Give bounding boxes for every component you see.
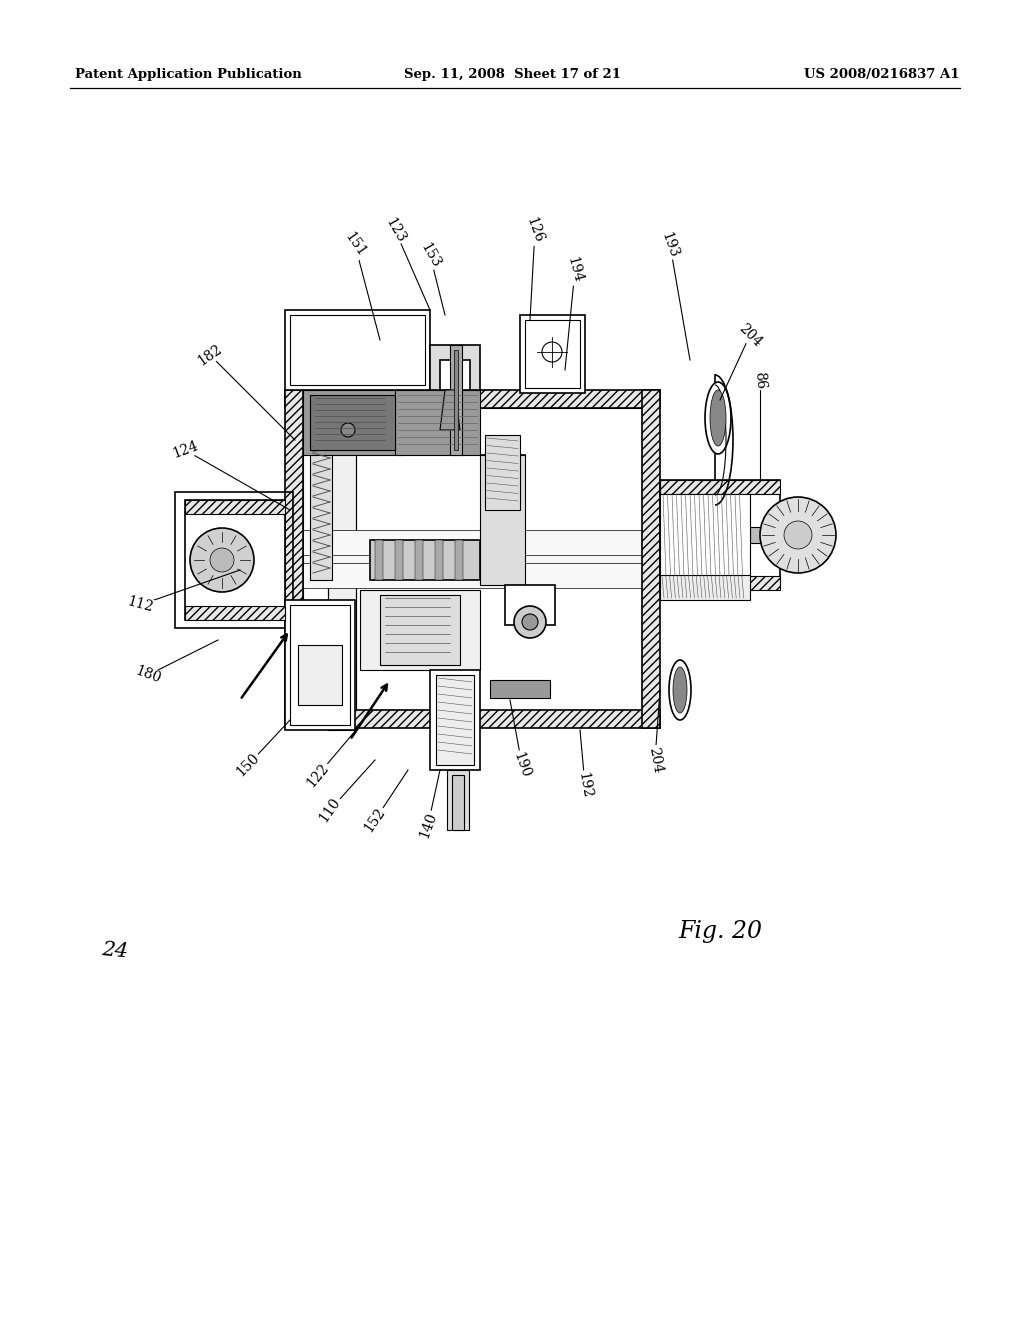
Text: 153: 153 (418, 240, 442, 269)
Text: 180: 180 (133, 664, 163, 686)
Circle shape (522, 614, 538, 630)
Text: 112: 112 (125, 595, 155, 615)
Bar (750, 527, 762, 543)
Bar (525, 319, 580, 388)
Text: 86: 86 (753, 371, 768, 389)
Circle shape (190, 528, 254, 591)
Text: 126: 126 (524, 215, 546, 244)
Bar (505, 585, 555, 624)
Text: 150: 150 (233, 751, 262, 779)
Bar (285, 389, 303, 729)
Bar (454, 350, 458, 450)
Text: 194: 194 (565, 255, 585, 285)
Circle shape (784, 521, 812, 549)
Ellipse shape (669, 660, 691, 719)
Bar (435, 540, 443, 579)
Bar (185, 500, 285, 513)
Bar (285, 710, 660, 729)
Circle shape (210, 548, 234, 572)
Text: 192: 192 (575, 771, 594, 799)
Text: 182: 182 (196, 342, 225, 368)
Bar (490, 680, 550, 698)
Bar (452, 775, 464, 830)
Circle shape (542, 342, 562, 362)
Bar (447, 770, 469, 830)
Text: 110: 110 (316, 795, 343, 825)
Polygon shape (430, 345, 480, 389)
Text: US 2008/0216837 A1: US 2008/0216837 A1 (805, 69, 961, 81)
Bar (380, 595, 460, 665)
Bar (303, 408, 642, 710)
Text: 122: 122 (304, 760, 332, 789)
Circle shape (341, 422, 355, 437)
Text: 140: 140 (417, 810, 439, 840)
Bar (303, 535, 643, 585)
Bar (395, 540, 403, 579)
Ellipse shape (710, 389, 726, 446)
Text: Sep. 11, 2008  Sheet 17 of 21: Sep. 11, 2008 Sheet 17 of 21 (403, 69, 621, 81)
Bar (415, 540, 423, 579)
Bar (660, 494, 750, 576)
Bar (430, 671, 480, 770)
Text: 123: 123 (382, 215, 408, 246)
Bar (360, 590, 480, 671)
Text: 204: 204 (646, 746, 665, 775)
Text: Patent Application Publication: Patent Application Publication (75, 69, 302, 81)
Bar (642, 389, 660, 729)
Bar (395, 389, 480, 455)
Text: 24: 24 (101, 940, 129, 961)
Bar (480, 455, 525, 585)
Bar (660, 480, 780, 494)
Bar (185, 500, 285, 620)
Bar (290, 605, 350, 725)
Text: 124: 124 (170, 438, 200, 461)
Bar (450, 345, 462, 455)
Bar (485, 436, 520, 510)
Bar (436, 675, 474, 766)
Bar (310, 395, 395, 450)
Text: 151: 151 (342, 230, 369, 260)
Bar (285, 389, 660, 408)
Bar (328, 389, 356, 730)
Bar (303, 531, 643, 554)
Bar (285, 310, 430, 389)
Bar (185, 606, 285, 620)
Text: Fig. 20: Fig. 20 (678, 920, 762, 942)
Polygon shape (440, 389, 460, 430)
Bar (303, 389, 403, 455)
Bar (660, 576, 750, 601)
Circle shape (514, 606, 546, 638)
Bar (310, 414, 332, 579)
Text: 193: 193 (658, 230, 681, 260)
Bar (290, 315, 425, 385)
Bar (298, 645, 342, 705)
Text: 190: 190 (511, 750, 534, 780)
Bar (285, 601, 355, 730)
Bar (303, 564, 643, 587)
Bar (520, 315, 585, 393)
Bar (660, 480, 780, 590)
Bar (175, 492, 293, 628)
Bar (375, 540, 383, 579)
Ellipse shape (673, 667, 687, 713)
Bar (455, 540, 463, 579)
Text: 204: 204 (735, 321, 764, 350)
Text: 152: 152 (361, 805, 388, 834)
Ellipse shape (705, 381, 731, 454)
Bar (370, 540, 480, 579)
Circle shape (760, 498, 836, 573)
Bar (660, 576, 780, 590)
